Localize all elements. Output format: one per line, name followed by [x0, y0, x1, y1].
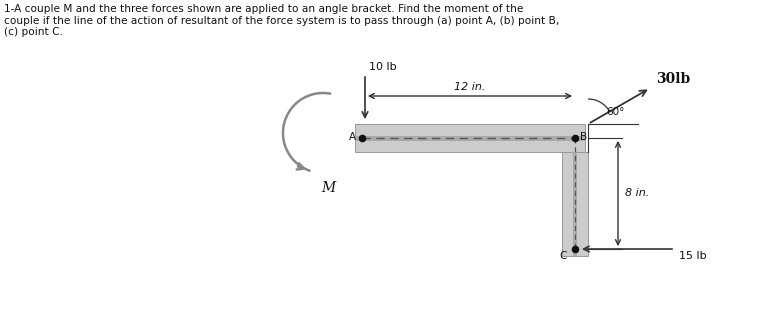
Text: 30lb: 30lb: [657, 72, 691, 86]
Polygon shape: [562, 152, 588, 256]
Polygon shape: [573, 152, 577, 256]
Polygon shape: [355, 124, 585, 152]
Point: [569, 246, 581, 252]
Text: A: A: [349, 132, 356, 142]
Text: 1-A couple M and the three forces shown are applied to an angle bracket. Find th: 1-A couple M and the three forces shown …: [4, 4, 559, 37]
Text: 15 lb: 15 lb: [679, 251, 707, 261]
Text: 12 in.: 12 in.: [454, 82, 485, 92]
Text: 10 lb: 10 lb: [369, 62, 397, 72]
Point: [356, 135, 368, 140]
Point: [569, 135, 581, 140]
Polygon shape: [355, 136, 585, 140]
Text: B: B: [580, 132, 587, 142]
Text: C: C: [559, 251, 567, 261]
Text: M: M: [321, 181, 335, 195]
Text: 60°: 60°: [606, 107, 625, 117]
Text: 8 in.: 8 in.: [625, 188, 649, 198]
